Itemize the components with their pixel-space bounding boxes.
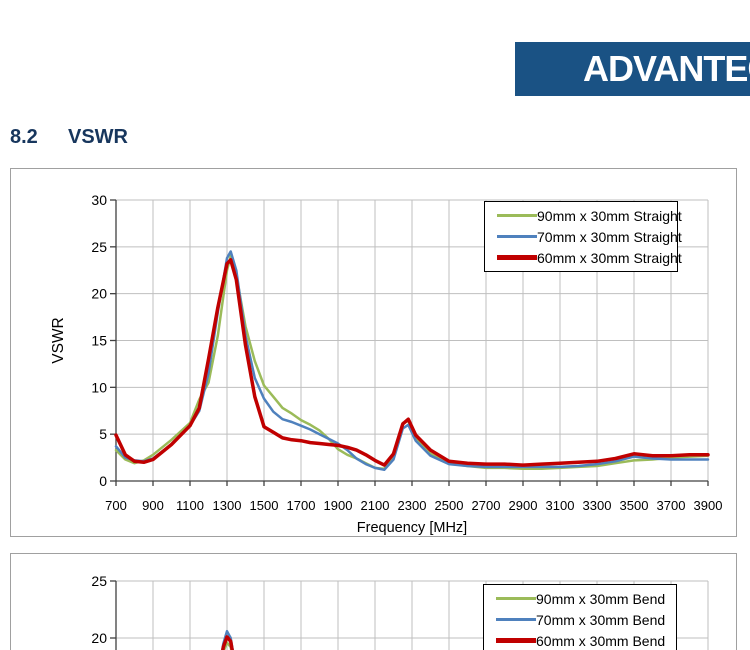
legend-entry: 90mm x 30mm Bend: [484, 588, 676, 609]
legend-label: 90mm x 30mm Bend: [536, 590, 666, 607]
x-axis-title: Frequency [MHz]: [357, 520, 467, 536]
legend-entry: 60mm x 30mm Straight: [485, 247, 682, 268]
y-tick-label: 30: [91, 192, 107, 208]
x-tick-label: 3700: [657, 498, 686, 513]
legend-line-swatch: [496, 596, 536, 601]
legend-line-swatch: [496, 638, 536, 643]
x-tick-label: 700: [105, 498, 127, 513]
legend-line-swatch: [497, 255, 537, 260]
y-tick-label: 20: [91, 630, 107, 646]
advantech-logo-text: ADVANTECH: [583, 48, 750, 89]
y-tick-label: 10: [91, 379, 107, 395]
x-tick-label: 2900: [509, 498, 538, 513]
x-tick-label: 1500: [250, 498, 279, 513]
y-tick-label: 20: [91, 286, 107, 302]
x-tick-label: 1900: [324, 498, 353, 513]
y-tick-label: 25: [91, 573, 107, 589]
x-tick-label: 1100: [176, 498, 204, 513]
x-tick-label: 2300: [398, 498, 427, 513]
section-number: 8.2: [10, 125, 38, 148]
x-tick-label: 3500: [620, 498, 649, 513]
series-line: [221, 629, 234, 650]
vswr-bend-legend: 90mm x 30mm Bend 70mm x 30mm Bend 60mm x 3…: [483, 584, 677, 650]
series-line: [221, 635, 234, 650]
x-tick-label: 2700: [472, 498, 501, 513]
y-axis-title: VSWR: [50, 317, 67, 364]
section-heading: 8.2 VSWR: [10, 124, 128, 150]
x-tick-label: 1700: [287, 498, 316, 513]
legend-line-swatch: [496, 617, 536, 622]
x-tick-label: 2100: [361, 498, 390, 513]
y-tick-label: 0: [99, 473, 107, 489]
legend-label: 60mm x 30mm Straight: [537, 249, 682, 266]
vswr-bend-chart: 7009001100130015001700190021002300250027…: [10, 553, 737, 650]
x-tick-label: 3900: [694, 498, 723, 513]
legend-label: 70mm x 30mm Bend: [536, 611, 666, 628]
legend-entry: 70mm x 30mm Bend: [484, 609, 676, 630]
legend-label: 70mm x 30mm Straight: [537, 228, 682, 245]
advantech-logo: ADVANTECH: [515, 42, 750, 96]
legend-entry: 70mm x 30mm Straight: [485, 226, 682, 247]
vswr-straight-chart: 700 900 1100 1300 1500 1700 1900 2100 2300 2500 27…: [10, 168, 737, 537]
x-tick-label: 3100: [546, 498, 575, 513]
legend-label: 60mm x 30mm Bend: [536, 632, 666, 649]
y-tick-label: 5: [99, 426, 107, 442]
x-tick-label: 1300: [213, 498, 242, 513]
x-tick-label: 900: [142, 498, 164, 513]
series-line: [222, 641, 233, 650]
legend-line-swatch: [497, 234, 537, 239]
legend-label: 90mm x 30mm Straight: [537, 207, 682, 224]
section-title: VSWR: [68, 125, 128, 148]
series-line: [114, 250, 710, 472]
y-tick-label: 25: [91, 239, 107, 255]
legend-entry: 90mm x 30mm Straight: [485, 205, 682, 226]
legend-entry: 60mm x 30mm Bend: [484, 630, 676, 650]
x-tick-label: 3300: [583, 498, 612, 513]
series-line: [114, 258, 710, 467]
legend-line-swatch: [497, 213, 537, 218]
x-tick-label: 2500: [435, 498, 464, 513]
y-tick-label: 15: [91, 333, 107, 349]
vswr-straight-legend: 90mm x 30mm Straight 70mm x 30mm Straight…: [484, 201, 682, 272]
